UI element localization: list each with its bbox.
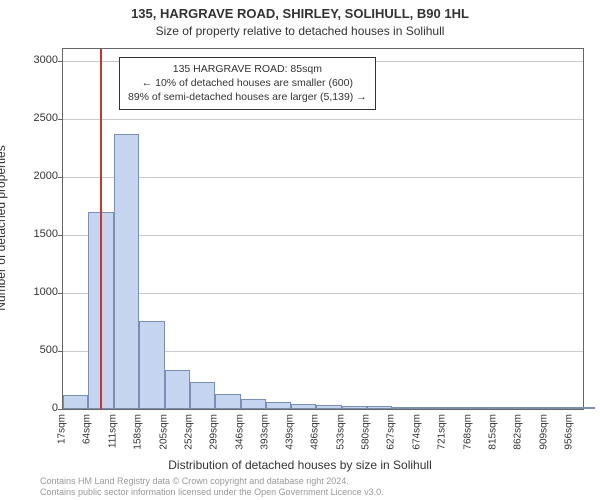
xtick-label: 393sqm xyxy=(260,414,271,450)
info-line-1: 135 HARGRAVE ROAD: 85sqm xyxy=(128,62,367,76)
ytick-label: 2500 xyxy=(18,112,58,124)
ytick-mark xyxy=(58,61,63,62)
histogram-bar xyxy=(545,407,570,409)
ytick-mark xyxy=(58,293,63,294)
ytick-label: 0 xyxy=(18,402,58,414)
ytick-mark xyxy=(58,177,63,178)
histogram-bar xyxy=(215,394,240,409)
ytick-mark xyxy=(58,409,63,410)
chart-title-line2: Size of property relative to detached ho… xyxy=(0,24,600,38)
histogram-bar xyxy=(190,382,215,409)
histogram-bar xyxy=(342,406,367,409)
xtick-label: 674sqm xyxy=(411,414,422,450)
xtick-label: 158sqm xyxy=(133,414,144,450)
footer: Contains HM Land Registry data © Crown c… xyxy=(40,476,384,498)
histogram-bar xyxy=(63,395,88,409)
xtick-label: 815sqm xyxy=(487,414,498,450)
xtick-label: 252sqm xyxy=(183,414,194,450)
info-box: 135 HARGRAVE ROAD: 85sqm ← 10% of detach… xyxy=(119,57,376,110)
chart-container: 135, HARGRAVE ROAD, SHIRLEY, SOLIHULL, B… xyxy=(0,0,600,500)
xtick-label: 627sqm xyxy=(386,414,397,450)
ytick-label: 500 xyxy=(18,344,58,356)
y-axis-label: Number of detached properties xyxy=(0,145,8,310)
footer-line-2: Contains public sector information licen… xyxy=(40,487,384,498)
xtick-label: 862sqm xyxy=(513,414,524,450)
xtick-label: 533sqm xyxy=(335,414,346,450)
xtick-label: 768sqm xyxy=(462,414,473,450)
chart-title-line1: 135, HARGRAVE ROAD, SHIRLEY, SOLIHULL, B… xyxy=(0,6,600,21)
histogram-bar xyxy=(316,405,341,409)
ytick-label: 1500 xyxy=(18,228,58,240)
histogram-bar xyxy=(367,406,392,409)
ytick-label: 3000 xyxy=(18,54,58,66)
xtick-label: 111sqm xyxy=(107,414,118,448)
xtick-label: 956sqm xyxy=(564,414,575,450)
footer-line-1: Contains HM Land Registry data © Crown c… xyxy=(40,476,384,487)
histogram-bar xyxy=(418,407,443,409)
plot-area: 135 HARGRAVE ROAD: 85sqm ← 10% of detach… xyxy=(62,48,584,410)
ytick-mark xyxy=(58,351,63,352)
grid-line xyxy=(63,177,583,178)
xtick-label: 17sqm xyxy=(57,414,68,444)
xtick-label: 580sqm xyxy=(361,414,372,450)
xtick-label: 909sqm xyxy=(538,414,549,450)
grid-line xyxy=(63,119,583,120)
histogram-bar xyxy=(519,407,544,409)
info-line-3: 89% of semi-detached houses are larger (… xyxy=(128,90,367,104)
x-axis-label: Distribution of detached houses by size … xyxy=(0,458,600,472)
xtick-label: 299sqm xyxy=(209,414,220,450)
info-line-2: ← 10% of detached houses are smaller (60… xyxy=(128,76,367,90)
histogram-bar xyxy=(291,404,316,409)
xtick-label: 721sqm xyxy=(437,414,448,450)
xtick-label: 205sqm xyxy=(158,414,169,450)
xtick-label: 346sqm xyxy=(234,414,245,450)
reference-line xyxy=(100,49,102,409)
histogram-bar xyxy=(114,134,139,409)
xtick-label: 439sqm xyxy=(284,414,295,450)
histogram-bar xyxy=(241,399,266,409)
ytick-mark xyxy=(58,119,63,120)
xtick-label: 64sqm xyxy=(82,414,93,444)
histogram-bar xyxy=(443,407,468,409)
grid-line xyxy=(63,235,583,236)
xtick-label: 486sqm xyxy=(310,414,321,450)
histogram-bar xyxy=(266,402,291,409)
ytick-label: 1000 xyxy=(18,286,58,298)
histogram-bar xyxy=(392,407,417,409)
ytick-mark xyxy=(58,235,63,236)
ytick-label: 2000 xyxy=(18,170,58,182)
grid-line xyxy=(63,293,583,294)
histogram-bar xyxy=(165,370,190,409)
histogram-bar xyxy=(469,407,494,409)
histogram-bar xyxy=(494,407,519,409)
histogram-bar xyxy=(570,407,595,409)
histogram-bar xyxy=(139,321,164,409)
